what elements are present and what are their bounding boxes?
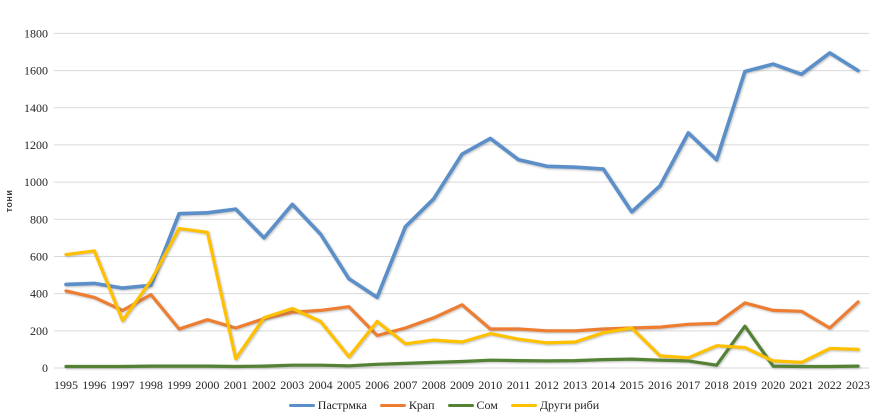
y-axis-title: тони [4, 189, 14, 213]
x-tick-label: 2000 [195, 378, 219, 392]
chart-legend: Пастрмка Крап Сом Други риби [0, 398, 888, 413]
x-tick-label: 2015 [620, 378, 644, 392]
x-tick-label: 2017 [676, 378, 700, 392]
legend-item-0: Пастрмка [288, 398, 367, 413]
x-tick-label: 1998 [139, 378, 163, 392]
x-tick-label: 2006 [365, 378, 389, 392]
x-tick-label: 2023 [846, 378, 870, 392]
x-tick-label: 2013 [563, 378, 587, 392]
x-tick-label: 2001 [224, 378, 248, 392]
x-tick-label: 2004 [309, 378, 333, 392]
y-tick-label: 0 [42, 361, 48, 375]
x-tick-label: 2019 [733, 378, 757, 392]
y-tick-label: 1200 [24, 138, 48, 152]
y-tick-label: 1000 [24, 175, 48, 189]
x-tick-label: 2007 [393, 378, 417, 392]
legend-swatch-icon [447, 404, 474, 407]
y-tick-label: 600 [30, 249, 48, 263]
y-tick-label: 1400 [24, 101, 48, 115]
y-tick-label: 1800 [24, 26, 48, 40]
legend-label: Крап [408, 398, 435, 412]
x-tick-label: 2012 [535, 378, 559, 392]
legend-label: Пастрмка [317, 398, 367, 412]
legend-label: Сом [476, 398, 498, 412]
x-tick-label: 1999 [167, 378, 191, 392]
x-tick-label: 2008 [422, 378, 446, 392]
x-tick-label: 2014 [591, 378, 615, 392]
y-tick-label: 1600 [24, 64, 48, 78]
x-tick-label: 1997 [111, 378, 135, 392]
x-tick-label: 1995 [54, 378, 78, 392]
x-tick-label: 2018 [705, 378, 729, 392]
series-line-0 [64, 51, 860, 300]
y-tick-label: 800 [30, 212, 48, 226]
x-tick-label: 2009 [450, 378, 474, 392]
x-tick-label: 2003 [280, 378, 304, 392]
x-tick-label: 2002 [252, 378, 276, 392]
y-tick-label: 200 [30, 324, 48, 338]
series-line-3 [64, 227, 860, 364]
legend-swatch-icon [510, 404, 537, 407]
y-tick-label: 400 [30, 287, 48, 301]
x-tick-label: 1996 [82, 378, 106, 392]
legend-item-2: Сом [447, 398, 498, 413]
x-tick-label: 2005 [337, 378, 361, 392]
legend-item-1: Крап [379, 398, 435, 413]
legend-swatch-icon [379, 404, 406, 407]
series-line-2 [64, 324, 860, 369]
x-tick-label: 2011 [507, 378, 531, 392]
x-tick-label: 2016 [648, 378, 672, 392]
legend-label: Други риби [539, 398, 600, 412]
x-tick-label: 2021 [789, 378, 813, 392]
x-tick-label: 2010 [478, 378, 502, 392]
x-tick-label: 2022 [818, 378, 842, 392]
series-line-1 [64, 289, 860, 338]
legend-item-3: Други риби [510, 398, 600, 413]
legend-swatch-icon [288, 404, 315, 407]
x-tick-label: 2020 [761, 378, 785, 392]
